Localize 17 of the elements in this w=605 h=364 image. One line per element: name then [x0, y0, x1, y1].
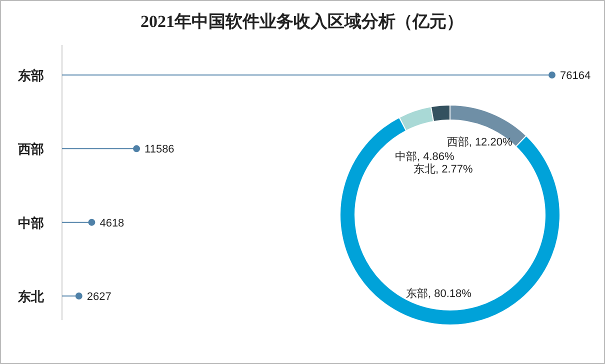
slice-label: 东部, 80.18% — [406, 287, 472, 300]
chart-title: 2021年中国软件业务收入区域分析（亿元） — [140, 12, 464, 31]
data-label: 76164 — [560, 70, 591, 82]
data-label: 4618 — [100, 217, 124, 230]
data-label: 2627 — [86, 291, 112, 303]
point — [75, 292, 82, 300]
slice-label: 西部, 12.20% — [446, 136, 512, 149]
y-tick-label: 中部 — [18, 215, 44, 230]
data-label: 11586 — [144, 144, 174, 156]
point — [88, 218, 96, 226]
slice-label: 东北, 2.77% — [413, 162, 473, 176]
y-tick-label: 西部 — [17, 142, 44, 157]
y-tick-label: 东北 — [17, 289, 45, 304]
y-tick-label: 东部 — [17, 68, 44, 83]
point — [548, 72, 556, 78]
slice-label: 中部, 4.86% — [394, 150, 455, 164]
point — [133, 145, 140, 152]
